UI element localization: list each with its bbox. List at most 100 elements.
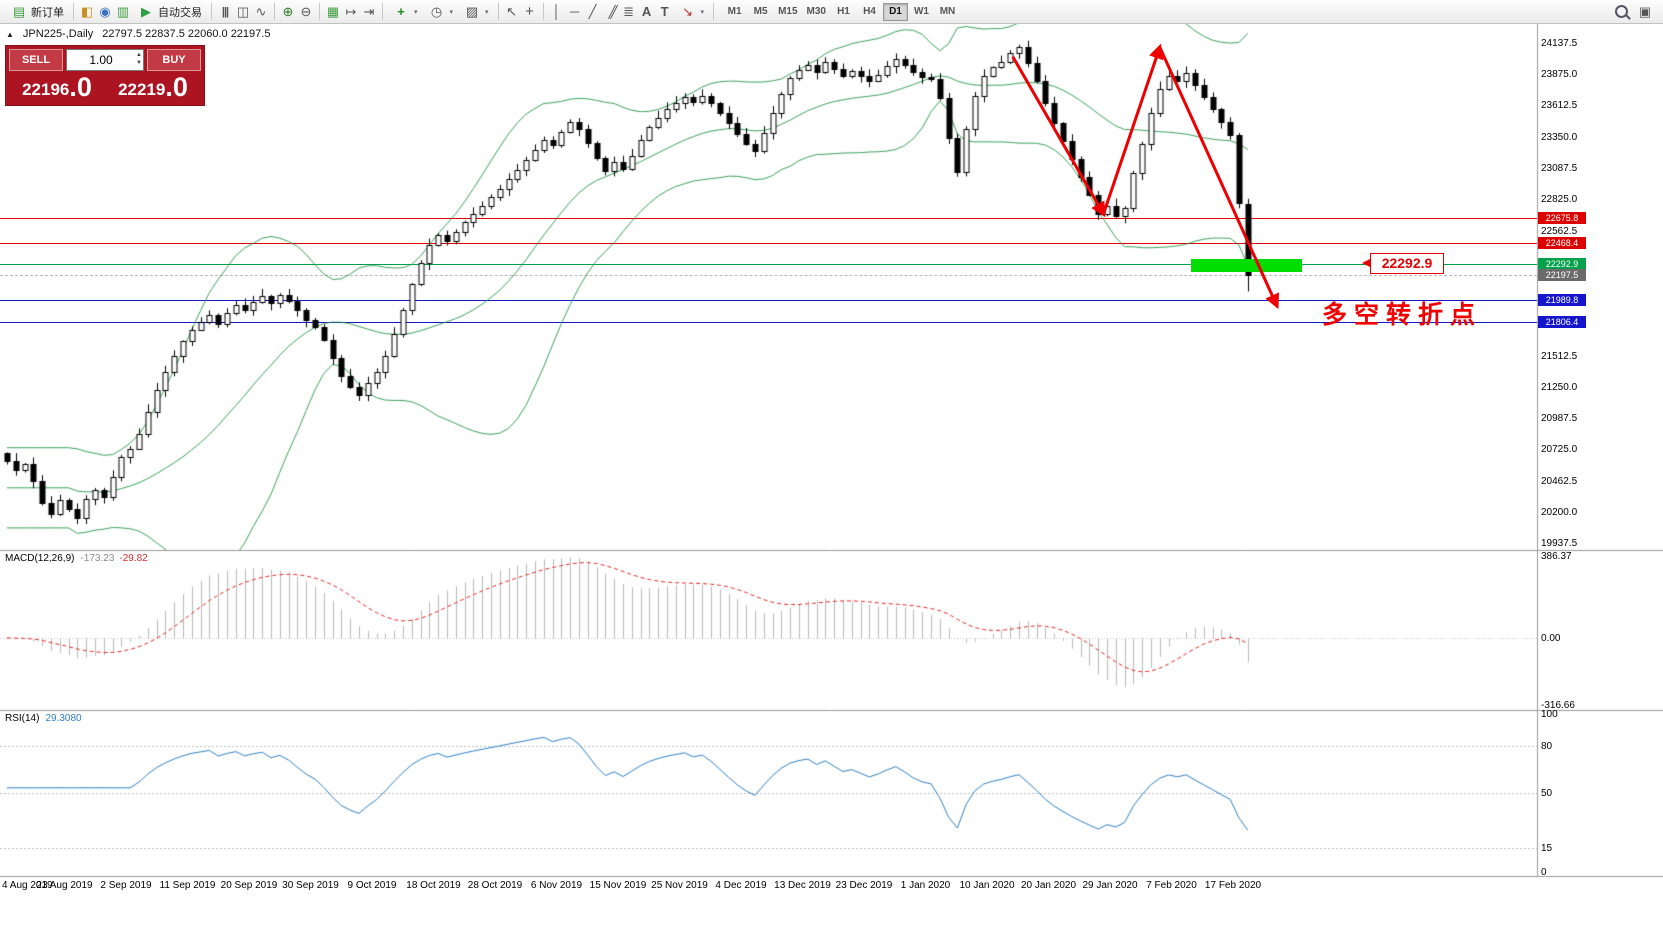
- buy-button[interactable]: BUY: [147, 49, 201, 71]
- crosshair-icon[interactable]: +: [525, 2, 534, 20]
- buy-price-frac: .0: [165, 72, 188, 102]
- line-chart-icon[interactable]: ∿: [255, 3, 267, 19]
- indicators-dropdown[interactable]: + ▾: [387, 2, 423, 22]
- autotrading-button[interactable]: ▶ 自动交易: [132, 2, 207, 22]
- date-label: 23 Aug 2019: [36, 880, 93, 891]
- trendline-tool-icon[interactable]: ╱: [588, 3, 597, 19]
- chevron-down-icon: ▾: [449, 8, 454, 16]
- templates-icon: ▨: [465, 3, 479, 19]
- sell-price-frac: .0: [69, 72, 92, 102]
- vertical-line-tool-icon[interactable]: │: [552, 3, 561, 19]
- zoom-out-icon[interactable]: ⊖: [300, 3, 312, 19]
- sell-price-int: 22196: [22, 80, 70, 99]
- periods-dropdown[interactable]: ◷ ▾: [423, 2, 459, 22]
- buy-price[interactable]: 22219 .0: [105, 72, 201, 102]
- timeframe-button-M1[interactable]: M1: [727, 6, 742, 17]
- toolbar-separator: [73, 3, 74, 20]
- timeframe-button-M30[interactable]: M30: [806, 6, 826, 17]
- toolbar-separator: [319, 3, 320, 20]
- main-toolbar: ▤ 新订单 ◧ ◉ ▥ ▶ 自动交易 ||| ◫ ∿ ⊕ ⊖ ▦ ↦ ⇥ + ▾…: [0, 0, 1663, 24]
- timeframe-button-H1[interactable]: H1: [837, 6, 850, 17]
- zoom-in-icon[interactable]: ⊕: [282, 3, 294, 19]
- profiles-icon[interactable]: ◉: [99, 3, 111, 19]
- toolbar-separator: [274, 3, 275, 20]
- rsi-label: RSI(14): [5, 713, 40, 724]
- tile-windows-icon[interactable]: ▦: [326, 3, 340, 19]
- date-label: 7 Feb 2020: [1146, 880, 1197, 891]
- autotrading-icon: ▶: [141, 3, 151, 19]
- one-click-collapse-icon[interactable]: ▲: [6, 29, 14, 39]
- macd-signal-value: -29.82: [119, 553, 148, 564]
- volume-input[interactable]: [67, 52, 143, 68]
- search-icon[interactable]: [1615, 5, 1628, 18]
- timeframe-button-M5[interactable]: M5: [753, 6, 768, 17]
- autoscroll-icon[interactable]: ↦: [345, 3, 357, 19]
- rsi-value: 29.3080: [45, 713, 82, 724]
- annotation-text[interactable]: 多空转折点: [1322, 301, 1483, 329]
- layout-icon[interactable]: ▣: [1638, 3, 1652, 19]
- volume-up-icon[interactable]: ▲: [136, 52, 142, 58]
- templates-dropdown[interactable]: ▨ ▾: [458, 2, 494, 22]
- chevron-down-icon: ▾: [414, 8, 418, 16]
- new-order-button[interactable]: ▤ 新订单: [5, 2, 69, 22]
- date-axis: 4 Aug 2019 23 Aug 2019 2 Sep 2019 11 Sep 20…: [0, 880, 1537, 894]
- bar-chart-icon[interactable]: |||: [221, 5, 229, 18]
- date-label: 10 Jan 2020: [959, 880, 1015, 891]
- indicators-icon: +: [397, 3, 405, 19]
- toolbar-separator: [497, 3, 499, 20]
- date-label: 13 Dec 2019: [774, 880, 831, 891]
- cursor-icon[interactable]: ↖: [506, 3, 517, 19]
- new-order-label: 新订单: [31, 6, 64, 19]
- chevron-down-icon: ▾: [485, 8, 489, 16]
- toolbar-right-group: ▣: [1615, 3, 1658, 21]
- text-tool-icon[interactable]: A: [641, 3, 652, 19]
- toolbar-separator: [382, 3, 383, 20]
- market-watch-icon[interactable]: ▥: [116, 3, 130, 19]
- macd-main-value: -173.23: [80, 553, 115, 564]
- macd-pane-title: MACD(12,26,9) -173.23 -29.82: [5, 553, 148, 564]
- fibonacci-tool-icon[interactable]: ≣: [623, 3, 634, 19]
- timeframe-button-W1[interactable]: W1: [913, 6, 929, 17]
- date-label: 17 Feb 2020: [1204, 880, 1262, 891]
- arrows-tool-icon: ↘: [682, 3, 693, 19]
- shapes-dropdown[interactable]: ↘ ▾: [674, 2, 710, 22]
- date-label: 9 Oct 2019: [347, 880, 397, 891]
- toolbar-separator: [713, 3, 715, 20]
- timeframe-button-M15[interactable]: M15: [778, 6, 798, 17]
- one-click-trading-widget: SELL ▲ ▼ BUY 22196 .0 22219 .0: [5, 45, 205, 106]
- timeframe-group: M1 M5 M15 M30 H1 H4 D1 W1 MN: [722, 2, 960, 21]
- sell-button[interactable]: SELL: [9, 49, 63, 71]
- volume-down-icon[interactable]: ▼: [136, 60, 142, 66]
- date-label: 28 Oct 2019: [467, 880, 523, 891]
- date-label: 6 Nov 2019: [530, 880, 583, 891]
- date-label: 11 Sep 2019: [159, 880, 216, 891]
- timeframe-button-H4[interactable]: H4: [863, 6, 876, 17]
- date-label: 20 Jan 2020: [1020, 880, 1077, 891]
- chevron-down-icon: ▾: [700, 8, 705, 16]
- timeframe-button-D1[interactable]: D1: [882, 2, 908, 21]
- support-zone-rectangle[interactable]: [1190, 259, 1303, 272]
- new-chart-icon[interactable]: ◧: [80, 3, 94, 19]
- autotrading-label: 自动交易: [158, 6, 202, 19]
- date-label: 30 Sep 2019: [282, 880, 339, 891]
- volume-stepper: ▲ ▼: [66, 49, 144, 71]
- buy-price-int: 22219: [118, 80, 166, 99]
- label-tool-icon[interactable]: T: [660, 3, 669, 19]
- channel-tool-icon[interactable]: ╱╱: [608, 4, 617, 19]
- candlestick-chart-icon[interactable]: ◫: [236, 3, 250, 19]
- sell-price[interactable]: 22196 .0: [9, 72, 105, 102]
- symbol-ohlc: 22797.5 22837.5 22060.0 22197.5: [102, 28, 271, 40]
- macd-label: MACD(12,26,9): [5, 553, 75, 564]
- toolbar-separator: [542, 3, 544, 20]
- date-label: 4 Dec 2019: [715, 880, 767, 891]
- horizontal-line-tool-icon[interactable]: ─: [569, 3, 580, 19]
- timeframe-button-MN[interactable]: MN: [939, 6, 956, 17]
- price-callout[interactable]: 22292.9: [1362, 253, 1444, 274]
- chart-shift-icon[interactable]: ⇥: [363, 3, 375, 19]
- date-label: 4 Aug 2019: [2, 880, 53, 891]
- date-label: 15 Nov 2019: [589, 880, 647, 891]
- new-order-icon: ▤: [12, 3, 26, 19]
- rsi-pane-title: RSI(14) 29.3080: [5, 713, 82, 724]
